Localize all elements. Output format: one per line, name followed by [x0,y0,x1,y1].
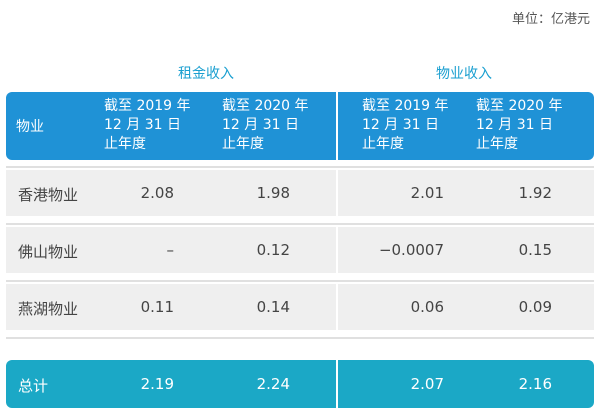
group-title-property: 物业收入 [436,66,492,82]
total-label: 总计 [18,377,49,395]
row-label: 佛山物业 [18,243,79,261]
row-value: 1.98 [256,184,290,202]
separator [6,337,594,339]
row-value: 0.06 [410,298,444,316]
separator [6,223,594,225]
total-value: 2.24 [256,375,290,393]
row-value: 0.09 [518,298,552,316]
row-divider [336,170,338,216]
row-label: 燕湖物业 [18,300,79,318]
total-row: 总计 2.19 2.24 2.07 2.16 [6,360,594,408]
header-col-rent-2019: 截至 2019 年 12 月 31 日止年度 [104,98,191,152]
row-value: 0.15 [518,241,552,259]
separator [6,280,594,282]
row-value: 0.14 [256,298,290,316]
table-row: 燕湖物业 0.11 0.14 0.06 0.09 [6,284,594,330]
row-divider [336,227,338,273]
total-value: 2.07 [410,375,444,393]
total-divider [336,360,338,408]
row-divider [336,284,338,330]
header-label-property: 物业 [16,119,44,135]
table-header: 物业 截至 2019 年 12 月 31 日止年度 截至 2020 年 12 月 3… [6,92,594,160]
row-label: 香港物业 [18,186,79,204]
row-value: 1.92 [518,184,552,202]
row-value: 2.01 [410,184,444,202]
header-divider [336,92,338,160]
header-col-property-2020: 截至 2020 年 12 月 31 日止年度 [476,98,563,152]
group-title-rent: 租金收入 [178,66,234,82]
row-value: 0.12 [256,241,290,259]
total-value: 2.16 [518,375,552,393]
row-value: 2.08 [140,184,174,202]
unit-label: 单位：亿港元 [511,12,590,27]
header-col-rent-2020: 截至 2020 年 12 月 31 日止年度 [222,98,309,152]
table-row: 香港物业 2.08 1.98 2.01 1.92 [6,170,594,216]
row-value: – [166,241,175,259]
separator [6,166,594,168]
table-row: 佛山物业 – 0.12 −0.0007 0.15 [6,227,594,273]
header-col-property-2019: 截至 2019 年 12 月 31 日止年度 [362,98,449,152]
row-value: 0.11 [140,298,174,316]
total-value: 2.19 [140,375,174,393]
row-value: −0.0007 [378,241,444,259]
